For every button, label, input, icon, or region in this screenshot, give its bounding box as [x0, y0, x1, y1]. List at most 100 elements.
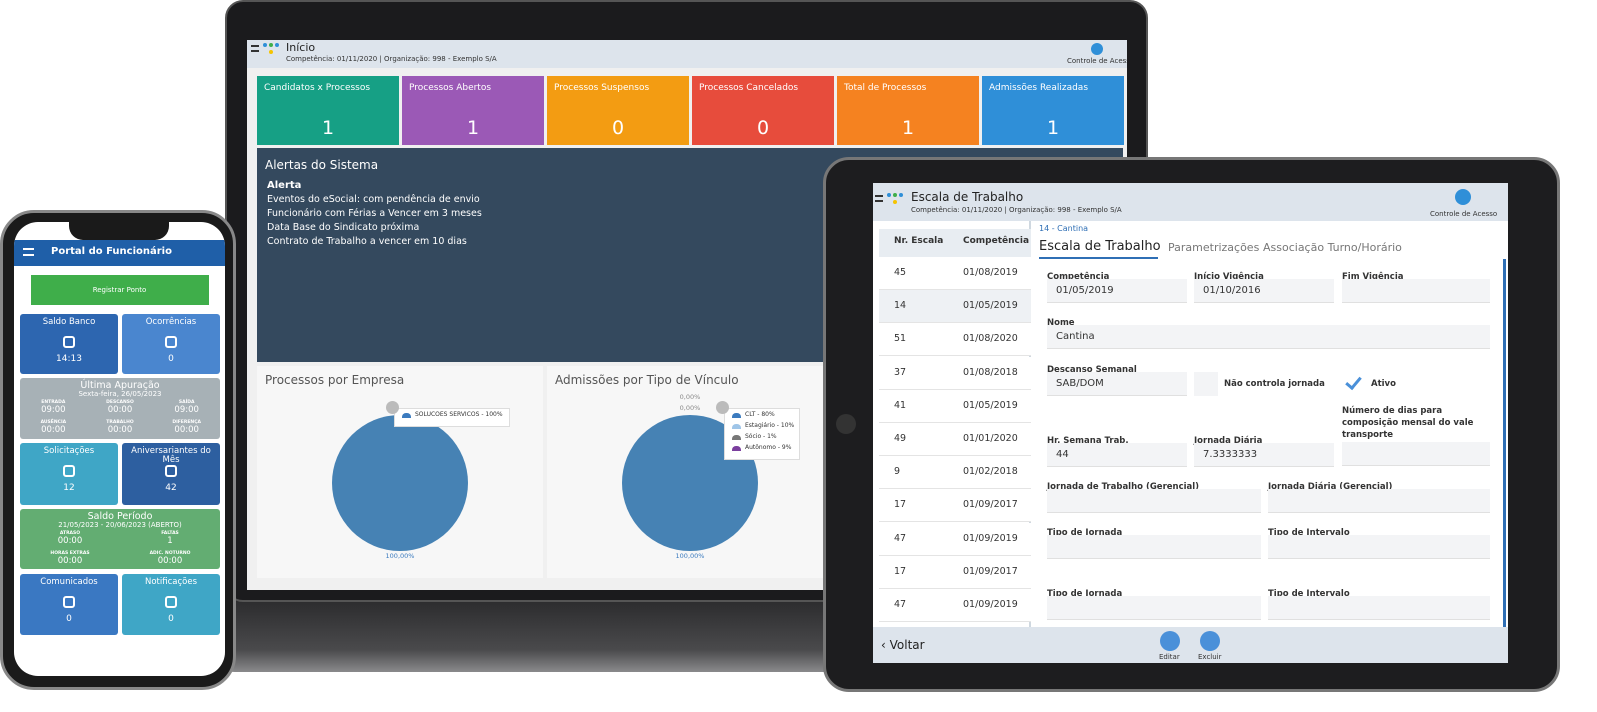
card[interactable] — [257, 76, 399, 145]
table-row[interactable] — [879, 257, 1031, 290]
field-value[interactable]: SAB/DOM — [1056, 378, 1104, 389]
summary-title[interactable]: Saldo Período — [87, 511, 153, 522]
field-value[interactable]: 01/05/2019 — [1056, 285, 1114, 296]
register-button[interactable] — [31, 275, 209, 305]
field-input[interactable] — [1047, 325, 1490, 349]
field-input[interactable] — [1342, 279, 1490, 303]
field-input[interactable] — [1194, 443, 1334, 467]
delete-icon[interactable] — [1200, 631, 1220, 651]
table-row[interactable] — [879, 555, 1031, 589]
checkbox[interactable] — [1194, 372, 1218, 396]
back-button[interactable]: ‹ Voltar — [881, 638, 925, 652]
card-value[interactable]: 1 — [321, 117, 335, 139]
table-row[interactable] — [879, 423, 1031, 456]
tile[interactable] — [122, 314, 220, 374]
field-input[interactable] — [1194, 279, 1334, 303]
edit-icon[interactable] — [1160, 631, 1180, 651]
field-input[interactable] — [1047, 489, 1261, 513]
table-row[interactable] — [879, 489, 1031, 523]
legend-toggle[interactable] — [716, 401, 729, 414]
table-cell[interactable]: 01/02/2018 — [963, 466, 1018, 478]
tile[interactable] — [20, 443, 118, 505]
card-value[interactable]: 1 — [901, 117, 915, 139]
field-value[interactable]: 7.3333333 — [1203, 449, 1258, 460]
card-value[interactable]: 1 — [466, 117, 480, 139]
tile-title[interactable]: Solicitações — [43, 446, 95, 456]
table-cell[interactable]: 01/08/2019 — [963, 267, 1018, 278]
table-cell[interactable]: 41 — [894, 399, 907, 411]
table-cell[interactable]: 37 — [894, 366, 907, 378]
field-input[interactable] — [1047, 372, 1187, 396]
tile-value[interactable]: 0 — [168, 354, 174, 364]
table-row[interactable] — [879, 589, 1031, 622]
card-label[interactable]: Processos Abertos — [409, 83, 492, 93]
card-value[interactable]: 1 — [1046, 117, 1060, 139]
summary-tile[interactable] — [20, 509, 220, 569]
tile-value[interactable]: 0 — [66, 614, 72, 624]
summary-date[interactable]: 21/05/2023 - 20/06/2023 (ABERTO) — [58, 521, 182, 529]
table-row[interactable] — [879, 389, 1031, 423]
card-label[interactable]: Admissões Realizadas — [989, 83, 1089, 93]
tile-title[interactable]: Saldo Banco — [42, 317, 96, 327]
table-row[interactable] — [879, 456, 1031, 490]
table-cell[interactable]: 17 — [894, 499, 907, 511]
field-value[interactable]: Cantina — [1056, 331, 1095, 342]
field-input[interactable] — [1047, 535, 1261, 559]
card[interactable] — [982, 76, 1124, 145]
tile[interactable] — [122, 574, 220, 635]
field-input[interactable] — [1047, 279, 1187, 303]
summary-tile[interactable] — [20, 378, 220, 439]
table-cell[interactable]: 45 — [894, 267, 907, 278]
table-cell[interactable]: 01/01/2020 — [963, 433, 1018, 444]
table-row[interactable] — [879, 522, 1031, 556]
field-value[interactable]: 44 — [1056, 449, 1069, 460]
field-input[interactable] — [1047, 596, 1261, 620]
table-cell[interactable]: 01/09/2017 — [963, 499, 1018, 511]
tile-value[interactable]: 14:13 — [56, 354, 82, 364]
field-input[interactable] — [1047, 443, 1187, 467]
lock-icon[interactable] — [1455, 189, 1471, 205]
tile-title[interactable]: Ocorrências — [145, 317, 197, 327]
table-row[interactable] — [879, 356, 1031, 390]
tile-value[interactable]: 0 — [168, 614, 174, 624]
checkbox-label[interactable]: Não controla jornada — [1224, 379, 1325, 389]
table-cell[interactable]: 47 — [894, 599, 907, 610]
table-cell[interactable]: 17 — [894, 565, 907, 577]
field-input[interactable] — [1268, 535, 1490, 559]
breadcrumb[interactable]: 14 - Cantina — [1039, 224, 1089, 233]
field-input[interactable] — [1268, 596, 1490, 620]
summary-title[interactable]: Última Apuração — [80, 380, 160, 391]
table-cell[interactable]: 01/09/2019 — [963, 532, 1018, 544]
tile-value[interactable]: 42 — [165, 483, 177, 493]
card-value[interactable]: 0 — [611, 117, 625, 139]
checkbox-checked[interactable] — [1345, 372, 1362, 391]
tile-value[interactable]: 12 — [63, 483, 75, 493]
tile[interactable] — [122, 443, 220, 505]
menu-icon[interactable] — [23, 248, 34, 256]
card-label[interactable]: Processos Suspensos — [554, 83, 650, 93]
table-row[interactable] — [879, 323, 1031, 357]
card[interactable] — [837, 76, 979, 145]
field-input[interactable] — [1268, 489, 1490, 513]
table-cell[interactable]: 01/05/2019 — [963, 300, 1018, 312]
table-cell[interactable]: 01/08/2020 — [963, 333, 1018, 345]
card-label[interactable]: Total de Processos — [844, 83, 927, 93]
tab[interactable]: Parametrizações — [1168, 241, 1260, 254]
tile[interactable] — [20, 574, 118, 635]
legend-toggle[interactable] — [386, 401, 399, 414]
menu-icon[interactable] — [251, 45, 259, 52]
tile-title[interactable]: Comunicados — [40, 577, 98, 587]
table-cell[interactable]: 51 — [894, 333, 907, 345]
access-label[interactable]: Controle de Acesso — [1430, 210, 1498, 218]
tab[interactable]: Escala de Trabalho — [1039, 239, 1161, 254]
table-cell[interactable]: 01/08/2018 — [963, 366, 1018, 378]
access-label[interactable]: Controle de Acesso — [1067, 57, 1127, 65]
field-input[interactable] — [1342, 442, 1490, 466]
table-cell[interactable]: 01/05/2019 — [963, 399, 1018, 411]
table-cell[interactable]: 9 — [894, 466, 901, 478]
menu-icon[interactable] — [875, 195, 883, 202]
card-label[interactable]: Candidatos x Processos — [264, 83, 371, 93]
tile-title[interactable]: Notificações — [144, 577, 198, 587]
lock-icon[interactable] — [1091, 43, 1103, 55]
table-cell[interactable]: 01/09/2017 — [963, 565, 1018, 577]
